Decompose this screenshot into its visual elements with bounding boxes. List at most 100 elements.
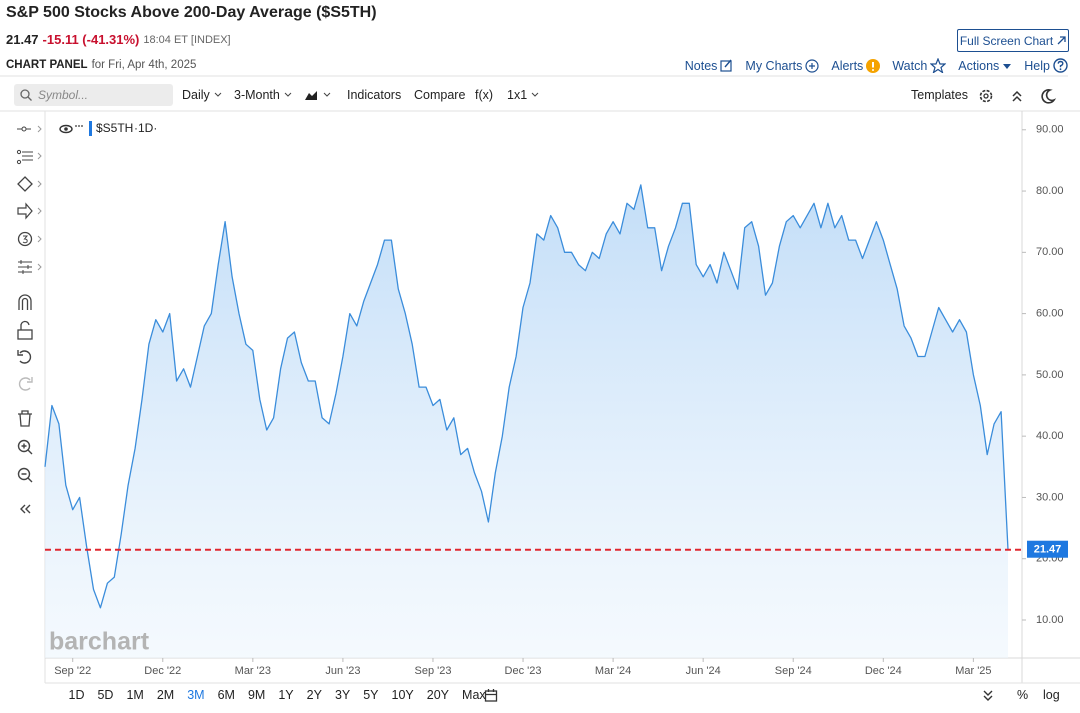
tb-label: f(x) [475, 88, 494, 102]
range-button[interactable]: 5Y [363, 688, 379, 702]
tb-layout[interactable]: 1x1 [507, 88, 540, 102]
range-button[interactable]: 1D [68, 688, 85, 702]
search-icon [20, 89, 32, 101]
tool-counter[interactable] [17, 231, 42, 247]
star-icon [930, 58, 947, 73]
line-series [44, 184, 1009, 609]
nav-alerts[interactable]: Alerts [831, 58, 881, 73]
panel-line: CHART PANEL for Fri, Apr 4th, 2025 [6, 59, 196, 71]
range-button[interactable]: 3Y [334, 688, 351, 702]
eye-icon[interactable] [59, 124, 73, 134]
tool-fib[interactable] [16, 149, 42, 165]
nav-label: My Charts [745, 58, 803, 73]
page-title: S&P 500 Stocks Above 200-Day Average ($S… [6, 4, 377, 21]
y-tick-label: 60.00 [1036, 308, 1064, 320]
tool-shape[interactable] [17, 176, 42, 192]
x-tick-label: Jun '24 [686, 665, 721, 677]
price: 21.47 [6, 32, 39, 47]
x-tick-label: Dec '22 [144, 665, 181, 677]
nav-help[interactable]: Help [1024, 58, 1068, 73]
tool-zoom-out[interactable] [17, 467, 33, 483]
range-button[interactable]: 2M [156, 688, 175, 702]
last-value-label: 21.47 [1034, 544, 1062, 556]
tool-line[interactable] [17, 125, 42, 133]
nav-my-charts[interactable]: My Charts [745, 59, 819, 73]
range-button[interactable]: 6M [217, 688, 235, 702]
y-tick-label: 50.00 [1036, 369, 1064, 381]
log-toggle[interactable]: log [1043, 688, 1060, 702]
x-tick-label: Dec '23 [505, 665, 542, 677]
plus-icon [805, 58, 819, 73]
y-tick-label: 80.00 [1036, 185, 1064, 197]
tool-lock[interactable] [17, 320, 33, 340]
nav-actions[interactable]: Actions [958, 59, 1012, 73]
range-button[interactable]: 5D [97, 688, 114, 702]
external-icon [1057, 36, 1066, 45]
x-tick-label: Dec '24 [865, 665, 902, 677]
range-button[interactable]: 10Y [391, 688, 414, 702]
range-button[interactable]: Max [462, 688, 486, 702]
caret-icon [1003, 63, 1012, 69]
tb-label: Daily [182, 88, 210, 102]
x-tick-label: Jun '23 [325, 665, 360, 677]
tool-delete[interactable] [18, 410, 32, 427]
tb-period[interactable]: 3-Month [234, 88, 293, 102]
y-tick-label: 90.00 [1036, 124, 1064, 136]
y-tick-label: 10.00 [1036, 614, 1064, 626]
percent-toggle[interactable]: % [1017, 688, 1029, 702]
symbol-search[interactable]: Symbol... [14, 84, 173, 106]
range-button[interactable]: 1M [126, 688, 144, 702]
range-button[interactable]: 20Y [426, 688, 450, 702]
panel-date: for Fri, Apr 4th, 2025 [91, 59, 197, 71]
tb-label: Indicators [347, 88, 402, 102]
nav-notes[interactable]: Notes [685, 59, 734, 73]
chevron [214, 92, 222, 97]
settings-icon[interactable] [979, 89, 993, 103]
area-chart-icon [305, 91, 331, 100]
nav-watch[interactable]: Watch [892, 58, 947, 73]
tb-indicators[interactable]: Indicators [347, 88, 401, 102]
tb-label: Compare [414, 88, 466, 102]
notes-icon [720, 59, 733, 72]
eye-icon [64, 127, 68, 131]
area-fill [45, 184, 1008, 658]
drawing-tools [16, 125, 42, 514]
tb-chart-type[interactable] [304, 88, 332, 102]
legend[interactable]: $S5TH ·1D· [59, 121, 157, 136]
tool-redo[interactable] [18, 377, 33, 391]
chevron [531, 92, 539, 97]
tool-zoom-in[interactable] [17, 439, 33, 455]
x-tick-label: Sep '22 [54, 665, 91, 677]
tb-templates[interactable]: Templates [911, 88, 968, 102]
dots [78, 125, 80, 127]
calendar-icon[interactable] [484, 688, 498, 703]
tool-arrow[interactable] [17, 202, 42, 220]
x-tick-label: Sep '24 [775, 665, 812, 677]
range-button[interactable]: 2Y [306, 688, 322, 702]
range-button[interactable]: 3M [187, 688, 205, 702]
tb-label: Templates [911, 88, 968, 102]
nav-label: Alerts [831, 58, 864, 73]
tb-compare[interactable]: Compare [414, 88, 465, 102]
y-tick-label: 40.00 [1036, 430, 1064, 442]
plot [44, 184, 1009, 658]
expand-icon[interactable] [982, 689, 994, 703]
tool-magnet[interactable] [18, 294, 32, 310]
range-button[interactable]: 1Y [278, 688, 294, 702]
tb-fx[interactable]: f(x) [475, 88, 493, 102]
tool-collapse[interactable] [20, 504, 31, 514]
tool-measure[interactable] [18, 260, 42, 274]
x-tick-label: Mar '24 [595, 665, 631, 677]
y-tick-label: 30.00 [1036, 491, 1064, 503]
tb-label: 1x1 [507, 88, 528, 102]
range-button[interactable]: 9M [247, 688, 266, 702]
fullscreen-button[interactable]: Full Screen Chart [957, 29, 1069, 52]
watermark: barchart [49, 628, 150, 656]
tb-daily[interactable]: Daily [182, 88, 223, 102]
legend-interval: ·1D· [134, 121, 157, 135]
tool-undo[interactable] [17, 350, 32, 364]
collapse-icon[interactable] [1012, 90, 1022, 102]
dots [75, 125, 77, 127]
theme-icon[interactable] [1041, 89, 1057, 104]
